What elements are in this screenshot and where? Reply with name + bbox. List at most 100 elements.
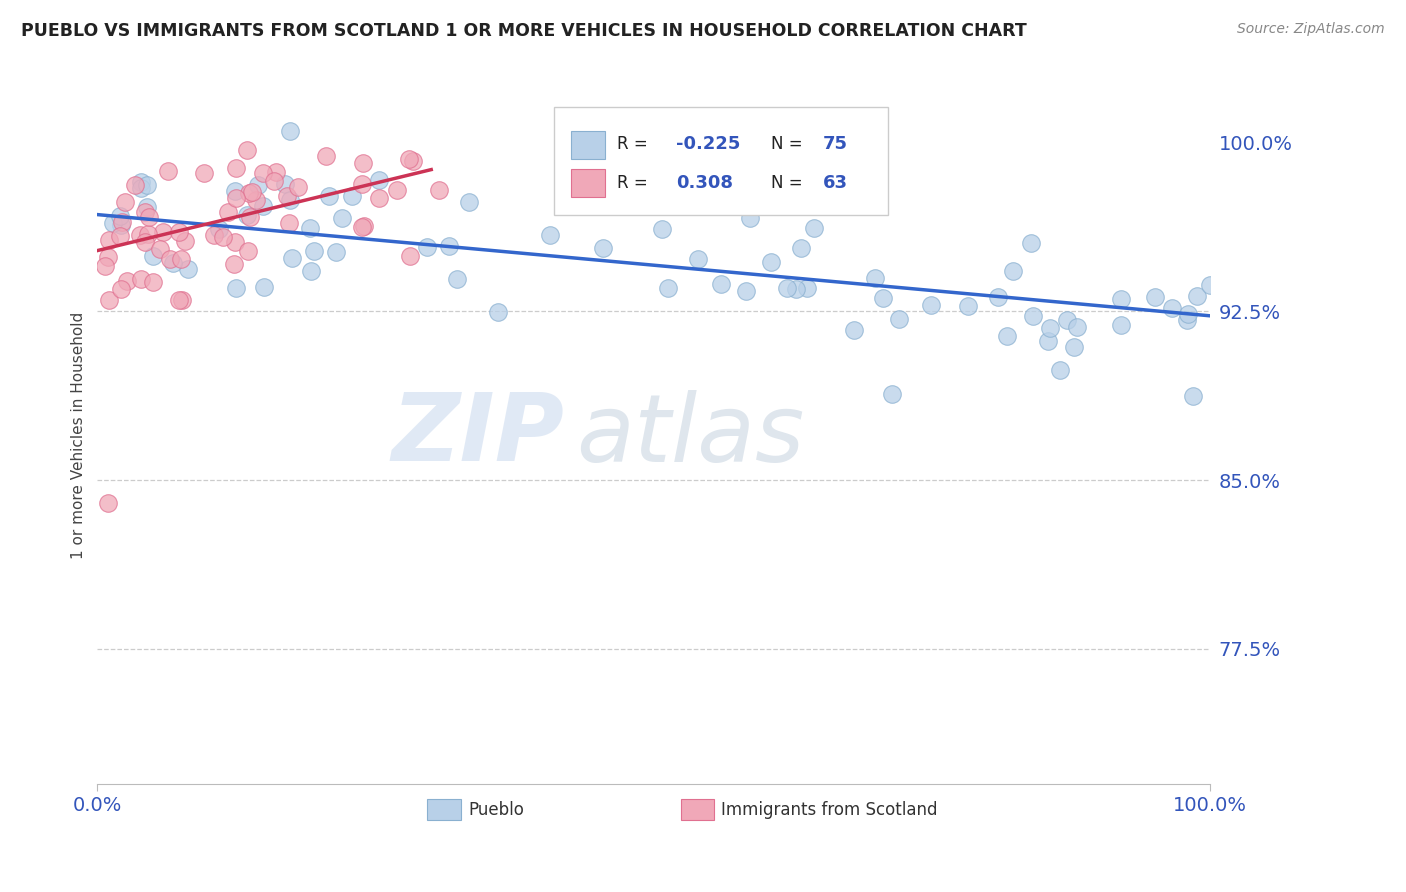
Point xyxy=(278,193,301,207)
Point xyxy=(101,216,124,230)
Text: atlas: atlas xyxy=(576,390,804,481)
Point xyxy=(325,245,347,260)
Point xyxy=(217,205,239,219)
Point xyxy=(790,242,813,256)
Point xyxy=(264,165,287,179)
Point xyxy=(124,178,146,193)
Point xyxy=(224,184,246,198)
Text: 75: 75 xyxy=(823,136,848,153)
Text: Source: ZipAtlas.com: Source: ZipAtlas.com xyxy=(1237,22,1385,37)
Point xyxy=(398,152,420,166)
Point xyxy=(129,272,152,286)
Point xyxy=(486,304,509,318)
Point xyxy=(318,189,340,203)
Text: R =: R = xyxy=(617,174,648,192)
Point xyxy=(987,290,1010,304)
Point xyxy=(208,221,231,235)
Point xyxy=(803,221,825,235)
FancyBboxPatch shape xyxy=(571,169,605,197)
Point xyxy=(131,175,153,189)
Point xyxy=(686,252,709,266)
Point xyxy=(202,227,225,242)
Point xyxy=(287,179,309,194)
Point xyxy=(887,311,910,326)
Point xyxy=(156,164,179,178)
Point xyxy=(263,174,285,188)
Point xyxy=(995,328,1018,343)
Point xyxy=(340,188,363,202)
Text: PUEBLO VS IMMIGRANTS FROM SCOTLAND 1 OR MORE VEHICLES IN HOUSEHOLD CORRELATION C: PUEBLO VS IMMIGRANTS FROM SCOTLAND 1 OR … xyxy=(21,22,1026,40)
Point xyxy=(110,282,132,296)
Point xyxy=(367,172,389,186)
Text: R =: R = xyxy=(617,136,648,153)
Point xyxy=(239,211,262,225)
Point xyxy=(276,189,298,203)
Point xyxy=(225,161,247,176)
Point xyxy=(247,178,270,192)
Point xyxy=(238,186,260,201)
Point xyxy=(776,281,799,295)
Point xyxy=(592,241,614,255)
Point xyxy=(97,293,120,307)
Point xyxy=(97,250,120,264)
Point xyxy=(735,284,758,298)
Point xyxy=(1109,318,1132,332)
Point xyxy=(169,252,191,267)
Point xyxy=(280,251,302,265)
FancyBboxPatch shape xyxy=(571,131,605,159)
Point xyxy=(785,281,807,295)
Point xyxy=(142,249,165,263)
Point xyxy=(134,235,156,250)
Point xyxy=(1049,363,1071,377)
Point xyxy=(236,143,259,157)
Text: -0.225: -0.225 xyxy=(676,136,741,153)
Point xyxy=(1063,340,1085,354)
Point xyxy=(135,178,157,193)
Point xyxy=(273,177,295,191)
Point xyxy=(253,280,276,294)
Point xyxy=(110,218,132,232)
Point xyxy=(1181,389,1204,403)
Point xyxy=(128,227,150,242)
Text: Pueblo: Pueblo xyxy=(468,801,524,819)
Text: 63: 63 xyxy=(823,174,848,192)
Point xyxy=(1002,263,1025,277)
Point xyxy=(111,215,134,229)
Point xyxy=(1185,289,1208,303)
Point xyxy=(446,272,468,286)
Point xyxy=(193,166,215,180)
Text: Immigrants from Scotland: Immigrants from Scotland xyxy=(721,801,938,819)
Point xyxy=(299,264,322,278)
Point xyxy=(1056,313,1078,327)
Point xyxy=(1039,321,1062,335)
Point xyxy=(538,228,561,243)
Text: N =: N = xyxy=(770,136,803,153)
Point xyxy=(740,211,762,226)
Point xyxy=(225,191,247,205)
Point xyxy=(657,281,679,295)
Point xyxy=(225,281,247,295)
Point xyxy=(212,230,235,244)
Point xyxy=(1177,307,1199,321)
Point xyxy=(1036,334,1059,349)
Point xyxy=(167,293,190,307)
Point xyxy=(173,234,195,248)
Text: 0.308: 0.308 xyxy=(676,174,733,192)
Point xyxy=(302,244,325,258)
Point xyxy=(1175,313,1198,327)
FancyBboxPatch shape xyxy=(554,107,887,215)
Point xyxy=(385,183,408,197)
Point xyxy=(402,154,425,169)
Point xyxy=(176,261,198,276)
Point xyxy=(108,228,131,243)
Point xyxy=(368,191,391,205)
Point xyxy=(167,225,190,239)
Point xyxy=(162,256,184,270)
Point xyxy=(1143,290,1166,304)
Point xyxy=(759,255,782,269)
Point xyxy=(152,225,174,239)
Point xyxy=(353,155,375,169)
Point xyxy=(957,299,980,313)
Point xyxy=(115,275,138,289)
Point xyxy=(416,240,439,254)
